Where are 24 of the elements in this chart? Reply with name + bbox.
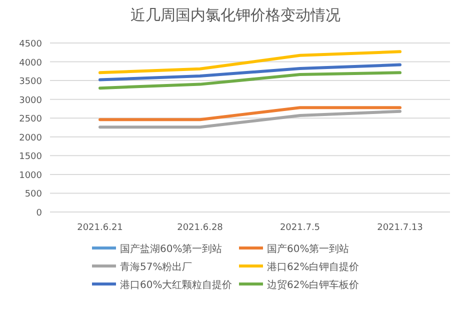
y-tick-label: 1500 — [19, 152, 42, 162]
legend-label: 青海57%粉出厂 — [120, 261, 192, 273]
legend-label: 国产60%第一到站 — [267, 243, 350, 255]
x-tick-label: 2021.6.28 — [177, 223, 224, 233]
y-tick-label: 3000 — [19, 96, 42, 106]
y-tick-label: 500 — [24, 190, 42, 200]
legend-label: 国产盐湖60%第一到站 — [120, 243, 222, 255]
legend-label: 港口60%大红颗粒自提价 — [120, 279, 232, 291]
x-tick-label: 2021.7.13 — [377, 223, 423, 233]
x-tick-label: 2021.6.21 — [77, 223, 123, 233]
line-series — [98, 50, 402, 74]
legend-label: 港口62%白钾自提价 — [267, 261, 360, 273]
x-tick-label: 2021.7.5 — [280, 223, 320, 233]
legend-label: 边贸62%白钾车板价 — [267, 279, 360, 291]
y-tick-label: 2000 — [19, 133, 42, 144]
y-tick-label: 1000 — [19, 170, 42, 181]
y-tick-label: 3500 — [19, 77, 42, 88]
line-series — [98, 63, 402, 82]
y-tick-label: 4500 — [19, 40, 42, 50]
line-series — [98, 71, 402, 90]
y-tick-label: 4000 — [19, 58, 42, 68]
y-tick-label: 0 — [36, 208, 42, 218]
chart-title: 近几周国内氯化钾价格变动情况 — [130, 6, 340, 24]
y-tick-label: 2500 — [19, 114, 42, 125]
